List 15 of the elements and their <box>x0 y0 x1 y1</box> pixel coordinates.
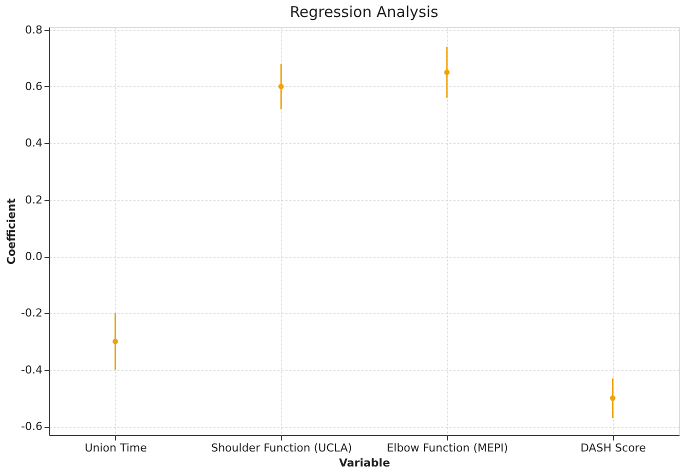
x-tick-label: Union Time <box>84 442 148 454</box>
y-tick-label: 0.2 <box>25 193 42 206</box>
x-tick-label: DASH Score <box>580 442 646 454</box>
x-tick-label: Shoulder Function (UCLA) <box>211 442 352 454</box>
y-tick-label: 0.0 <box>25 250 42 263</box>
x-tick-label: Elbow Function (MEPI) <box>386 442 508 454</box>
y-tick-label: 0.4 <box>25 136 42 150</box>
chart-title: Regression Analysis <box>290 2 438 21</box>
y-tick-label: -0.6 <box>21 420 42 433</box>
y-tick-label: 0.6 <box>25 80 42 93</box>
y-tick-label: 0.8 <box>25 23 42 36</box>
y-tick-label: -0.2 <box>21 306 42 320</box>
y-tick-label: -0.4 <box>21 363 42 376</box>
y-axis-title: Coefficient <box>5 198 18 265</box>
x-axis-title: Variable <box>338 456 390 470</box>
